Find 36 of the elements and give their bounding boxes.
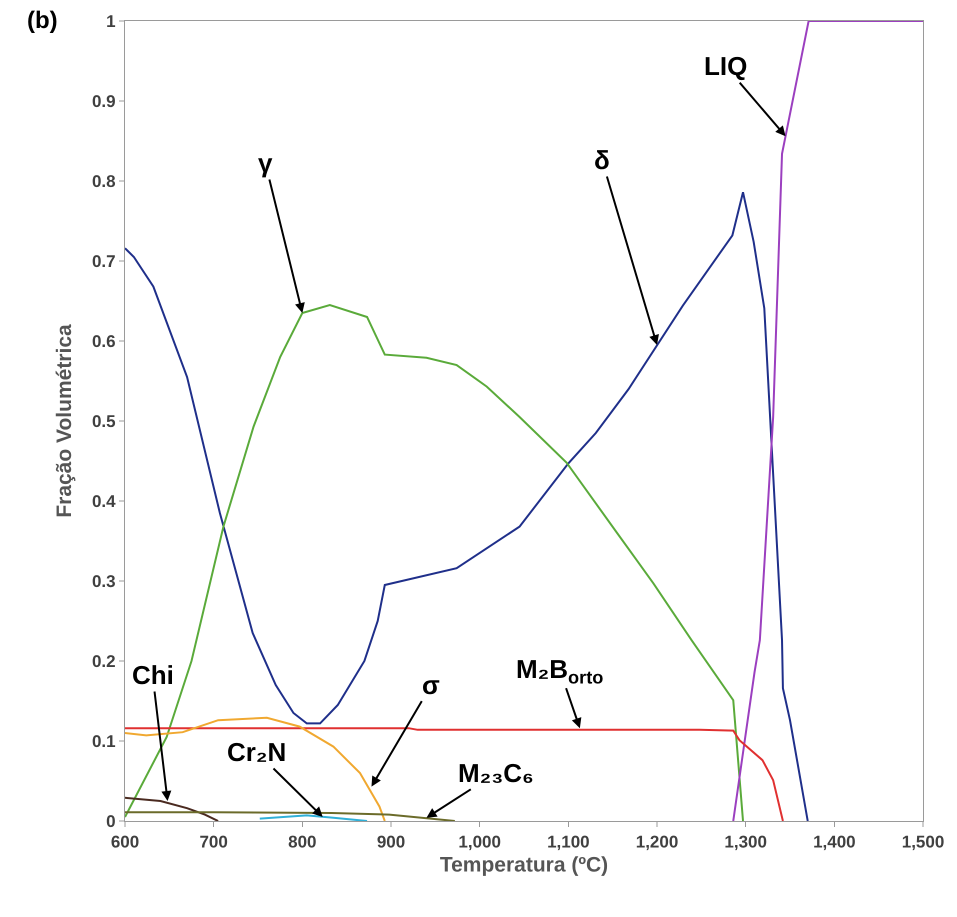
annotation: LIQ	[704, 51, 748, 81]
x-tick-label: 700	[199, 832, 228, 852]
annotation: δ	[594, 145, 610, 175]
x-tick-label: 1,000	[458, 832, 501, 852]
x-tick-label: 1,100	[547, 832, 590, 852]
y-tick-label: 0.4	[92, 492, 116, 511]
annotation: σ	[422, 670, 440, 700]
y-tick-label: 0.1	[92, 732, 116, 751]
y-tick-label: 0.3	[92, 572, 116, 591]
x-axis-title: Temperatura (ºC)	[440, 854, 608, 877]
y-axis-title: Fração Volumétrica	[53, 324, 76, 518]
annotation: Chi	[132, 660, 174, 690]
text: (b)	[27, 7, 58, 34]
y-tick-label: 0.6	[92, 332, 116, 351]
y-tick-label: 0.9	[92, 92, 116, 111]
annotation: M₂B$_{orto}$	[516, 654, 604, 688]
x-tick-label: 1,200	[636, 832, 678, 852]
y-tick-label: 0.2	[92, 652, 116, 671]
x-tick-label: 1,300	[724, 832, 767, 852]
x-tick-label: 1,500	[902, 832, 944, 852]
line-series	[125, 191, 809, 821]
y-tick-label: 0.7	[92, 252, 116, 271]
x-tick-label: 800	[288, 832, 317, 852]
annotation: M₂₃C₆	[458, 758, 534, 788]
y-tick-label: 0.5	[92, 412, 116, 431]
x-tick-label: 900	[376, 832, 406, 852]
x-tick-label: 600	[110, 832, 140, 852]
y-tick-label: 1	[106, 12, 116, 31]
line-series	[125, 811, 456, 821]
line-series	[125, 716, 386, 821]
x-tick-label: 1,400	[813, 832, 856, 852]
y-tick-label: 0.8	[92, 172, 116, 191]
annotation: γ	[258, 148, 273, 178]
annotation: Cr₂N	[227, 737, 286, 767]
line-series	[125, 727, 784, 821]
y-tick-label: 0	[106, 812, 116, 831]
